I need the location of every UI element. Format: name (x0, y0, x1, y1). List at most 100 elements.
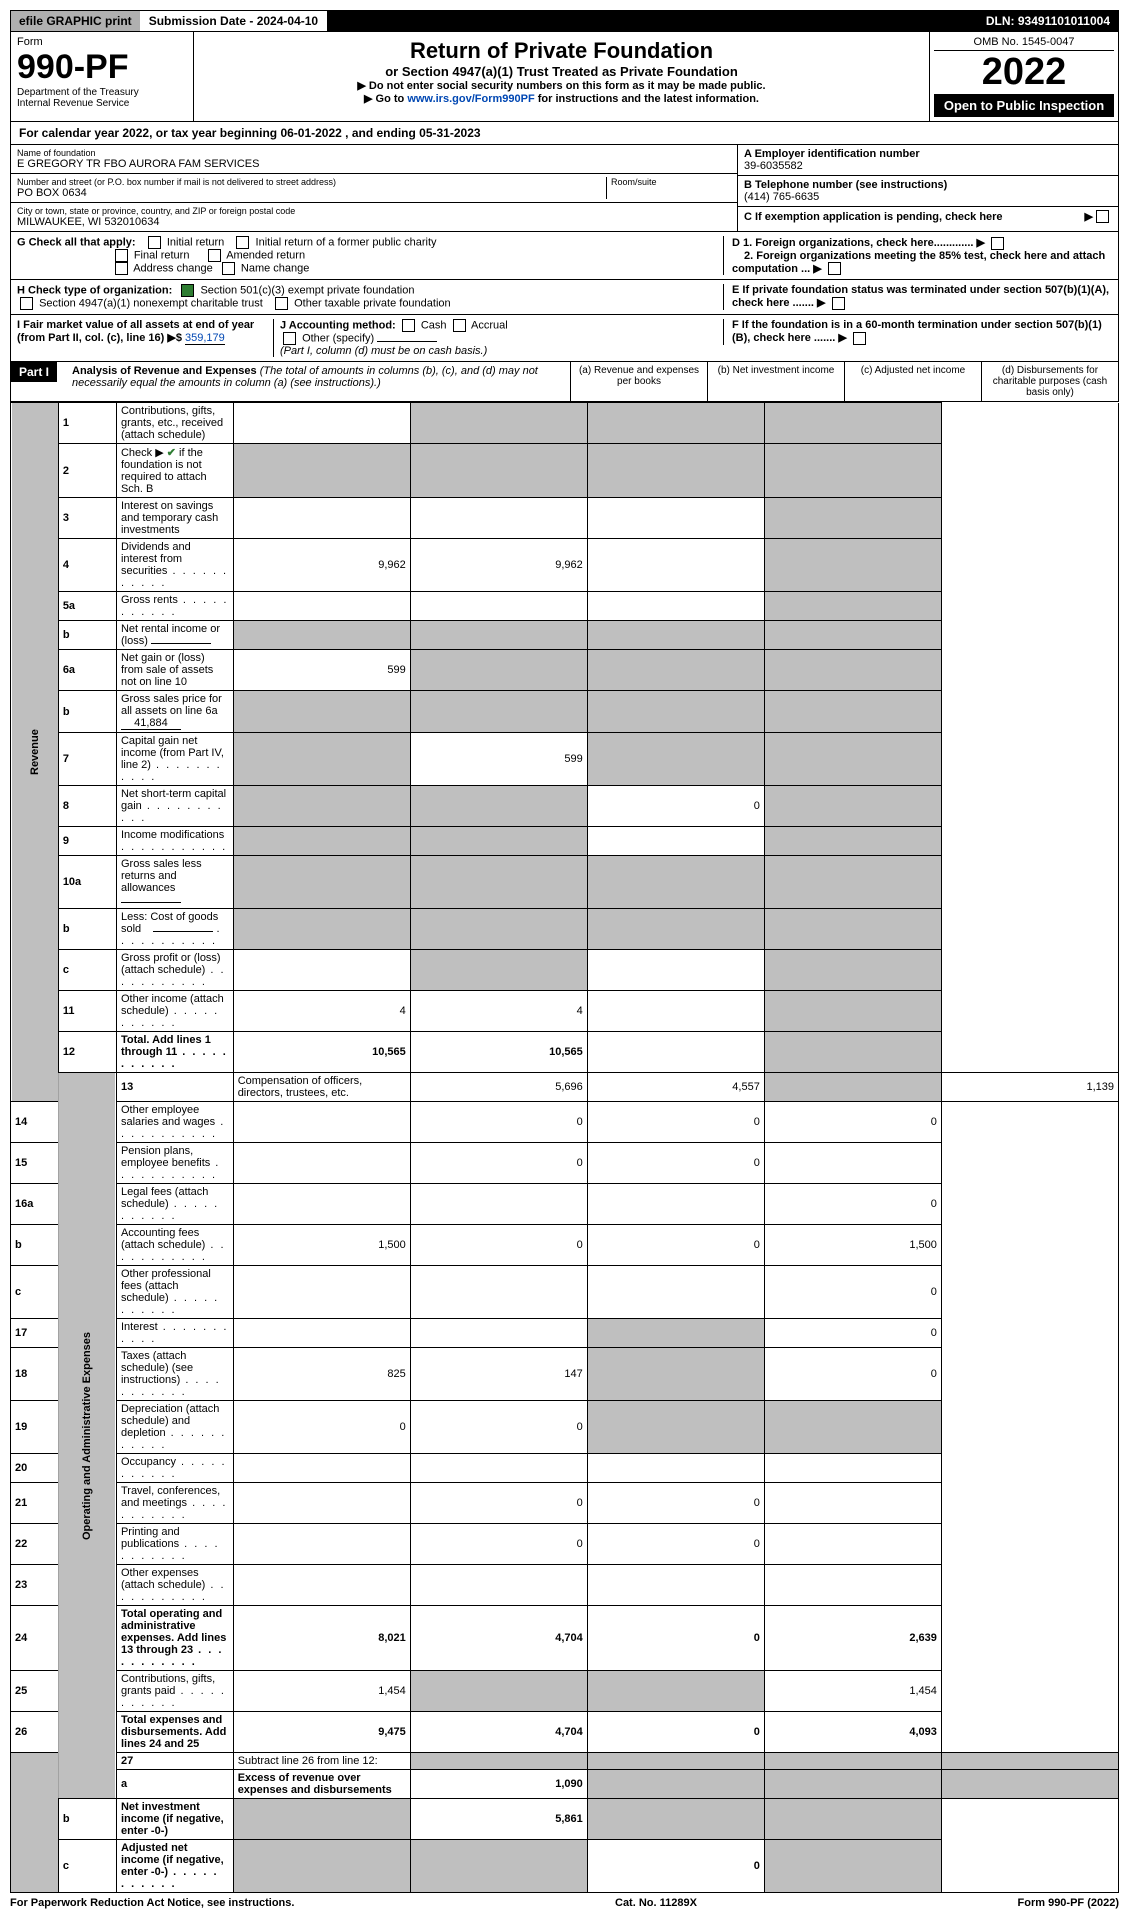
dept-line2: Internal Revenue Service (17, 98, 187, 109)
amt-24d: 2,639 (764, 1606, 941, 1671)
amt-21b: 0 (410, 1483, 587, 1524)
line-11: Other income (attach schedule) (116, 991, 233, 1032)
line-20: Occupancy (116, 1454, 233, 1483)
table-row: 12Total. Add lines 1 through 11 10,565 1… (11, 1032, 1119, 1073)
line-2: Check ▶ ✔ if the foundation is not requi… (116, 444, 233, 498)
col-d-header: (d) Disbursements for charitable purpose… (981, 362, 1118, 401)
checkbox-addr-change[interactable] (115, 262, 128, 275)
revenue-vertical-label: Revenue (11, 403, 59, 1102)
line-2-pre: Check ▶ (121, 447, 164, 459)
j-note: (Part I, column (d) must be on cash basi… (280, 345, 487, 357)
line-24: Total operating and administrative expen… (116, 1606, 233, 1671)
checkbox-initial[interactable] (148, 236, 161, 249)
line-14: Other employee salaries and wages (116, 1102, 233, 1143)
amt-16cd: 0 (764, 1266, 941, 1319)
line-6b-pre: Gross sales price for all assets on line… (121, 693, 222, 717)
j-other: Other (specify) (302, 333, 374, 345)
other-specify-line (377, 341, 437, 342)
g-final: Final return (134, 249, 190, 261)
table-row: bNet investment income (if negative, ent… (11, 1799, 1119, 1840)
check-icon: ✔ (167, 447, 176, 459)
line-15: Pension plans, employee benefits (116, 1143, 233, 1184)
table-row: 24Total operating and administrative exp… (11, 1606, 1119, 1671)
line-4: Dividends and interest from securities (116, 539, 233, 592)
line-23: Other expenses (attach schedule) (116, 1565, 233, 1606)
table-row: Revenue 1 Contributions, gifts, grants, … (11, 403, 1119, 444)
line-21: Travel, conferences, and meetings (116, 1483, 233, 1524)
amt-18d: 0 (764, 1348, 941, 1401)
line-13: Compensation of officers, directors, tru… (233, 1073, 410, 1102)
amt-18b: 147 (410, 1348, 587, 1401)
amt-26b: 4,704 (410, 1712, 587, 1753)
amt-16bd: 1,500 (764, 1225, 941, 1266)
amt-25a: 1,454 (233, 1671, 410, 1712)
table-row: 14Other employee salaries and wages 0 0 … (11, 1102, 1119, 1143)
checkbox-501c3[interactable] (181, 284, 194, 297)
line-12: Total. Add lines 1 through 11 (116, 1032, 233, 1073)
checkbox-e[interactable] (832, 297, 845, 310)
line-5a: Gross rents (116, 592, 233, 621)
line-16b: Accounting fees (attach schedule) (116, 1225, 233, 1266)
amt-14d: 0 (764, 1102, 941, 1143)
g-initial-former: Initial return of a former public charit… (256, 236, 437, 248)
amt-26d: 4,093 (764, 1712, 941, 1753)
instructions-link[interactable]: www.irs.gov/Form990PF (407, 93, 534, 105)
entity-info: Name of foundation E GREGORY TR FBO AURO… (10, 145, 1119, 232)
g-name: Name change (241, 262, 310, 274)
table-row: 11Other income (attach schedule) 4 4 (11, 991, 1119, 1032)
checkbox-4947[interactable] (20, 297, 33, 310)
amt-24a: 8,021 (233, 1606, 410, 1671)
checkbox-name-change[interactable] (222, 262, 235, 275)
amt-24c: 0 (587, 1606, 764, 1671)
col-a-header: (a) Revenue and expenses per books (570, 362, 707, 401)
checkbox-initial-former[interactable] (236, 236, 249, 249)
page-footer: For Paperwork Reduction Act Notice, see … (10, 1893, 1119, 1911)
amt-11a: 4 (233, 991, 410, 1032)
instr2-post: for instructions and the latest informat… (538, 93, 759, 105)
checkbox-other-method[interactable] (283, 332, 296, 345)
checkbox-final[interactable] (115, 249, 128, 262)
checkbox-cash[interactable] (402, 319, 415, 332)
table-row: 4Dividends and interest from securities … (11, 539, 1119, 592)
table-row: bAccounting fees (attach schedule) 1,500… (11, 1225, 1119, 1266)
checkbox-d2[interactable] (828, 262, 841, 275)
amt-22c: 0 (587, 1524, 764, 1565)
checkbox-f[interactable] (853, 332, 866, 345)
checkbox-d1[interactable] (991, 237, 1004, 250)
amt-15b: 0 (410, 1143, 587, 1184)
fmv-link[interactable]: 359,179 (185, 332, 225, 345)
checkbox-accrual[interactable] (453, 319, 466, 332)
table-row: 8Net short-term capital gain 0 (11, 786, 1119, 827)
amt-14c: 0 (587, 1102, 764, 1143)
checkbox-amended[interactable] (208, 249, 221, 262)
line-10a-text: Gross sales less returns and allowances (121, 858, 202, 894)
line-7: Capital gain net income (from Part IV, l… (116, 733, 233, 786)
f-label: F If the foundation is in a 60-month ter… (732, 319, 1102, 344)
h-4947: Section 4947(a)(1) nonexempt charitable … (39, 298, 263, 310)
section-c-label: C If exemption application is pending, c… (744, 211, 1003, 223)
efile-label: efile GRAPHIC print (11, 11, 141, 31)
table-row: 16aLegal fees (attach schedule) 0 (11, 1184, 1119, 1225)
amt-16bc: 0 (587, 1225, 764, 1266)
checkbox-other-tax[interactable] (275, 297, 288, 310)
expenses-vertical-label: Operating and Administrative Expenses (58, 1073, 116, 1799)
amt-15c: 0 (587, 1143, 764, 1184)
amt-19b: 0 (410, 1401, 587, 1454)
amt-8c: 0 (587, 786, 764, 827)
line-16c: Other professional fees (attach schedule… (116, 1266, 233, 1319)
arrow-icon: ▶ (838, 332, 846, 344)
amt-4a: 9,962 (233, 539, 410, 592)
address-label: Number and street (or P.O. box number if… (17, 177, 606, 187)
open-public: Open to Public Inspection (934, 94, 1114, 117)
arrow-icon: ▶ (817, 297, 825, 309)
table-row: cOther professional fees (attach schedul… (11, 1266, 1119, 1319)
footer-mid: Cat. No. 11289X (294, 1897, 1017, 1909)
checkbox-c[interactable] (1096, 210, 1109, 223)
amt-21c: 0 (587, 1483, 764, 1524)
amt-13d: 1,139 (941, 1073, 1118, 1102)
g-label: G Check all that apply: (17, 236, 136, 248)
table-row: 2 Check ▶ ✔ if the foundation is not req… (11, 444, 1119, 498)
table-row: 3Interest on savings and temporary cash … (11, 498, 1119, 539)
room-label: Room/suite (611, 177, 731, 187)
form-number: 990-PF (17, 48, 187, 87)
